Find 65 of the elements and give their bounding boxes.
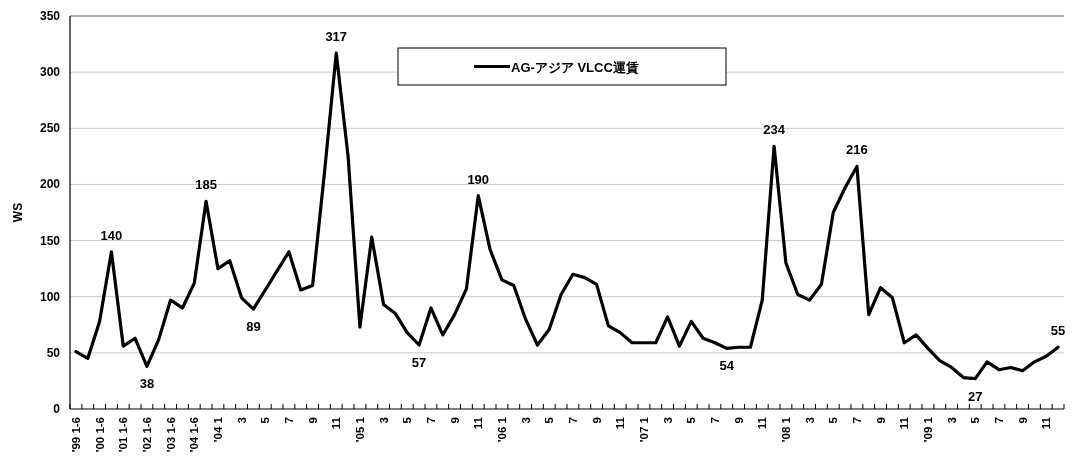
- x-tick-label: '07 1: [637, 416, 650, 443]
- x-tick-label: 7: [850, 417, 863, 424]
- x-tick-label: 9: [448, 417, 461, 424]
- data-label: 57: [411, 355, 427, 370]
- x-tick-label: 5: [401, 416, 414, 424]
- x-tick-label: '04 1-6: [188, 417, 201, 453]
- x-tick-label: '05 1: [353, 416, 366, 443]
- x-tick-label: 5: [543, 416, 556, 424]
- y-tick-label: 50: [46, 345, 61, 360]
- x-tick-label: 11: [898, 416, 911, 430]
- y-tick-label: 0: [53, 402, 61, 416]
- x-tick-label: 7: [566, 417, 579, 424]
- data-label: 317: [325, 29, 348, 45]
- data-label: 89: [246, 319, 261, 335]
- x-tick-label: 3: [235, 417, 248, 424]
- data-label: 54: [719, 358, 735, 374]
- x-tick-label: 9: [1016, 417, 1029, 424]
- y-tick-label: 300: [39, 65, 61, 80]
- y-axis-title: WS: [11, 202, 25, 223]
- data-label: 216: [846, 142, 868, 158]
- x-tick-label: '00 1-6: [93, 417, 106, 453]
- x-tick-label: 11: [472, 416, 485, 430]
- x-tick-label: '02 1-6: [140, 417, 153, 453]
- x-tick-label: 5: [259, 416, 272, 424]
- x-tick-label: '99 1-6: [69, 417, 82, 453]
- x-tick-label: 3: [519, 417, 532, 424]
- x-tick-label: 11: [330, 416, 343, 430]
- data-label: 234: [763, 122, 786, 138]
- data-label: 185: [195, 177, 217, 193]
- legend-label: AG-アジア VLCC運賃: [511, 59, 639, 75]
- data-label: 38: [139, 376, 155, 392]
- x-tick-label: 7: [282, 417, 295, 424]
- x-tick-label: 3: [945, 417, 958, 424]
- data-label: 55: [1050, 323, 1066, 339]
- x-tick-label: 5: [827, 416, 840, 424]
- x-tick-label: '03 1-6: [164, 417, 177, 453]
- x-tick-label: 9: [874, 417, 887, 424]
- y-tick-label: 200: [39, 177, 61, 192]
- x-tick-label: 5: [969, 416, 982, 424]
- x-tick-label: 7: [992, 417, 1005, 424]
- y-tick-label: 350: [39, 9, 61, 23]
- data-label: 140: [100, 227, 123, 243]
- x-tick-label: 3: [803, 417, 816, 424]
- x-tick-label: '08 1: [779, 416, 792, 443]
- y-tick-label: 100: [39, 289, 61, 304]
- x-tick-label: 11: [756, 416, 769, 430]
- x-tick-label: 9: [732, 417, 745, 424]
- x-tick-label: 9: [306, 417, 319, 424]
- x-tick-label: '04 1: [211, 416, 224, 443]
- y-tick-label: 150: [39, 233, 61, 248]
- x-tick-label: '09 1: [921, 416, 934, 443]
- x-tick-label: '01 1-6: [117, 417, 130, 453]
- x-tick-label: 7: [424, 417, 437, 424]
- legend: AG-アジア VLCC運賃: [397, 47, 727, 86]
- x-tick-label: '06 1: [495, 416, 508, 443]
- data-label: 190: [467, 171, 490, 187]
- x-tick-label: 3: [661, 417, 674, 424]
- x-tick-label: 3: [377, 417, 390, 424]
- x-tick-label: 11: [1040, 416, 1053, 430]
- x-tick-label: 5: [685, 416, 698, 424]
- y-tick-label: 250: [39, 121, 61, 136]
- x-tick-label: 11: [614, 416, 627, 430]
- data-label: 27: [968, 388, 983, 404]
- x-tick-label: 7: [708, 417, 721, 424]
- x-tick-label: 9: [590, 417, 603, 424]
